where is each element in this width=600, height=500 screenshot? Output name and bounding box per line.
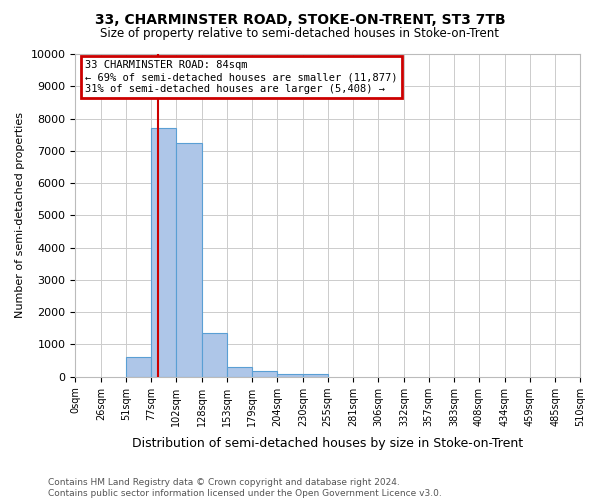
- Bar: [227, 367, 253, 376]
- Bar: [151, 128, 176, 376]
- Bar: [303, 374, 328, 376]
- Text: Size of property relative to semi-detached houses in Stoke-on-Trent: Size of property relative to semi-detach…: [101, 28, 499, 40]
- Y-axis label: Number of semi-detached properties: Number of semi-detached properties: [15, 112, 25, 318]
- Bar: [126, 358, 151, 376]
- Text: 33 CHARMINSTER ROAD: 84sqm
← 69% of semi-detached houses are smaller (11,877)
31: 33 CHARMINSTER ROAD: 84sqm ← 69% of semi…: [85, 60, 398, 94]
- Bar: [202, 333, 227, 376]
- Text: Contains HM Land Registry data © Crown copyright and database right 2024.
Contai: Contains HM Land Registry data © Crown c…: [48, 478, 442, 498]
- X-axis label: Distribution of semi-detached houses by size in Stoke-on-Trent: Distribution of semi-detached houses by …: [132, 437, 523, 450]
- Bar: [277, 374, 303, 376]
- Text: 33, CHARMINSTER ROAD, STOKE-ON-TRENT, ST3 7TB: 33, CHARMINSTER ROAD, STOKE-ON-TRENT, ST…: [95, 12, 505, 26]
- Bar: [253, 371, 277, 376]
- Bar: [176, 142, 202, 376]
